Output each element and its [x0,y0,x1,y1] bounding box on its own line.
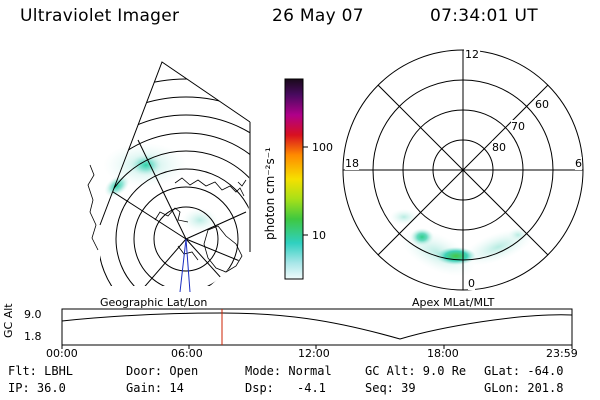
mlt-label-0: 0 [468,277,475,290]
status-mode: Mode: Normal [245,364,332,378]
altitude-xtick-1: 06:00 [171,347,203,360]
status-ip: IP: 36.0 [8,381,66,395]
geo-grid [100,78,250,286]
date-label: 26 May 07 [272,6,364,26]
status-gain: Gain: 14 [126,381,184,395]
instrument-title: Ultraviolet Imager [20,6,180,26]
polar-mlt-plot [342,49,584,291]
geo-caption: Geographic Lat/Lon [100,296,208,309]
mlt-label-18: 18 [345,157,359,170]
time-label: 07:34:01 UT [430,6,538,26]
coastlines [87,164,247,273]
polar-caption: Apex MLat/MLT [412,296,495,309]
altitude-ytick-top: 9.0 [24,308,42,321]
status-glat: GLat: -64.0 [484,364,564,378]
altitude-xtick-3: 18:00 [427,347,459,360]
geo-aurora [103,143,218,232]
status-filter: Flt: LBHL [8,364,74,378]
altitude-xtick-0: 00:00 [46,347,78,360]
status-dsp-value: -4.1 [297,381,326,395]
colorbar-tick-100: 100 [312,141,333,154]
mlat-label-60: 60 [535,98,549,111]
altitude-curve [61,312,573,340]
status-dsp-label: Dsp: [245,381,274,395]
color-bar [284,78,308,280]
status-gc-alt: GC Alt: 9.0 Re [365,364,467,378]
colorbar-tick-10: 10 [312,229,326,242]
altitude-ylabel: GC Alt [2,303,15,338]
mlt-label-6: 6 [575,157,582,170]
status-seq: Seq: 39 [365,381,416,395]
altitude-plot [61,308,573,349]
mlat-label-70: 70 [511,120,525,133]
polar-aurora [390,209,535,277]
geographic-map [87,61,251,293]
altitude-ytick-bottom: 1.8 [24,330,42,343]
mlat-label-80: 80 [492,141,506,154]
colorbar-label: photon cm⁻²s⁻¹ [263,147,277,240]
status-glon: GLon: 201.8 [484,381,564,395]
mlt-label-12: 12 [464,48,480,61]
altitude-xtick-4: 23:59 [546,347,578,360]
altitude-xtick-2: 12:00 [298,347,330,360]
status-door: Door: Open [126,364,199,378]
